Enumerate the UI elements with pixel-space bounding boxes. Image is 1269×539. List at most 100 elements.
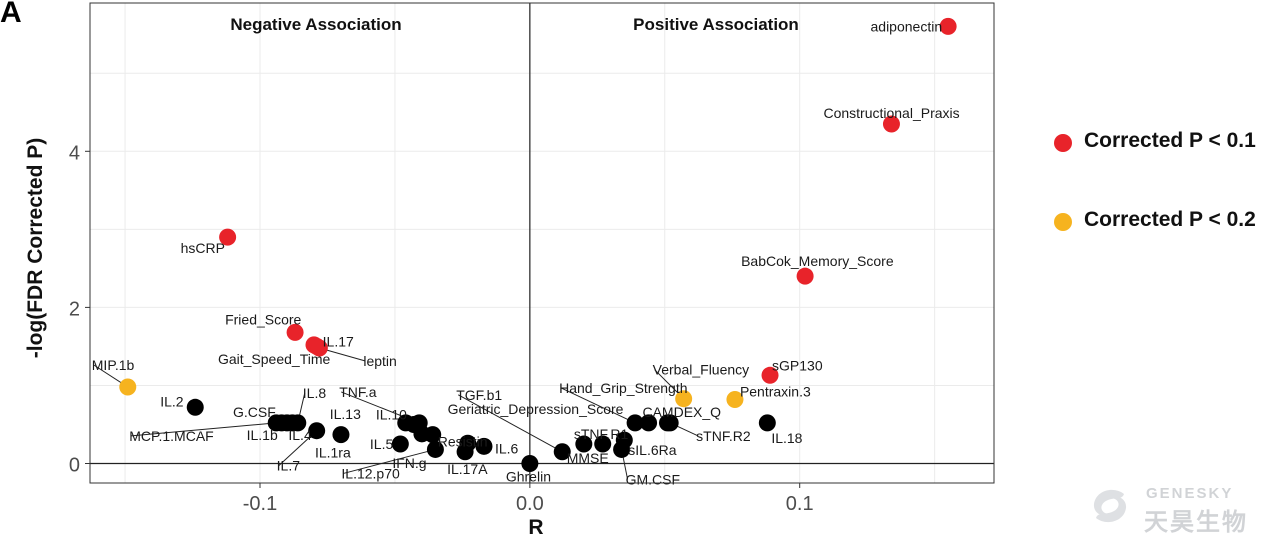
legend-swatch-orange bbox=[1054, 213, 1072, 231]
leader-line bbox=[457, 394, 563, 453]
point-label: IL.1b bbox=[247, 427, 278, 443]
data-point bbox=[119, 378, 137, 396]
point-label: IL.17A bbox=[447, 461, 488, 477]
data-point bbox=[939, 17, 957, 35]
data-point bbox=[286, 323, 304, 341]
point-label: IL.10 bbox=[376, 406, 407, 422]
swirl-logo-icon bbox=[1093, 489, 1127, 523]
watermark-brand-cn: 天昊生物 bbox=[1144, 508, 1248, 536]
leader-line bbox=[343, 448, 436, 474]
point-label: IL.7 bbox=[277, 458, 301, 474]
legend-label: Corrected P < 0.2 bbox=[1084, 208, 1256, 231]
label-leader-lines bbox=[93, 347, 699, 480]
y-tick-label: 2 bbox=[69, 298, 80, 320]
panel-letter: A bbox=[0, 0, 22, 29]
data-point bbox=[626, 414, 644, 432]
watermark-brand-en: GENESKY bbox=[1146, 485, 1234, 502]
data-point bbox=[675, 390, 693, 408]
leader-line bbox=[131, 422, 277, 437]
point-label: IL.8 bbox=[303, 385, 327, 401]
data-point bbox=[761, 366, 779, 384]
x-tick-label: 0.1 bbox=[786, 493, 814, 515]
y-axis-label: -log(FDR Corrected P) bbox=[24, 138, 47, 359]
data-point bbox=[310, 339, 328, 357]
data-point bbox=[186, 398, 204, 416]
point-label: MIP.1b bbox=[92, 357, 135, 373]
plot-background bbox=[90, 3, 994, 483]
legend-label: Corrected P < 0.1 bbox=[1084, 129, 1256, 152]
point-label: G.CSF bbox=[233, 404, 276, 420]
point-label: adiponectin bbox=[871, 18, 943, 34]
data-point bbox=[613, 440, 631, 458]
axis-ticks: -0.1 0.0 0.1 0 2 4 bbox=[69, 142, 814, 515]
data-point bbox=[424, 426, 442, 444]
point-label: IL.4 bbox=[288, 427, 312, 443]
point-label: Hand_Grip_Strength bbox=[559, 380, 687, 396]
point-label: IFN.g bbox=[392, 455, 426, 471]
data-point bbox=[661, 414, 679, 432]
point-label: Gait_Speed_Time bbox=[218, 351, 331, 367]
leader-line bbox=[278, 430, 318, 467]
watermark: GENESKY 天昊生物 bbox=[1088, 482, 1258, 536]
point-label: IL.1ra bbox=[315, 445, 351, 461]
region-labels: Negative Association Positive Associatio… bbox=[230, 15, 798, 34]
point-label: Fried_Score bbox=[225, 311, 301, 327]
data-point bbox=[594, 435, 612, 453]
region-label-negative: Negative Association bbox=[230, 15, 401, 34]
point-label: GM.CSF bbox=[626, 471, 680, 487]
x-axis-label: R bbox=[528, 516, 543, 539]
point-label: leptin bbox=[363, 353, 396, 369]
data-point bbox=[283, 414, 301, 432]
point-label: Ghrelin bbox=[506, 468, 551, 484]
data-point bbox=[882, 115, 900, 133]
point-label: sTNF.R2 bbox=[696, 428, 751, 444]
point-label: IL.6 bbox=[495, 440, 519, 456]
data-point bbox=[726, 390, 744, 408]
data-point bbox=[575, 435, 593, 453]
point-label: IL.13 bbox=[330, 406, 361, 422]
data-point bbox=[521, 454, 539, 472]
data-point bbox=[332, 426, 350, 444]
point-label: MMSE bbox=[567, 450, 609, 466]
data-point bbox=[459, 434, 477, 452]
region-label-positive: Positive Association bbox=[633, 15, 799, 34]
point-label: TNF.a bbox=[339, 384, 377, 400]
data-point bbox=[553, 443, 571, 461]
data-point bbox=[426, 440, 444, 458]
point-label: BabCok_Memory_Score bbox=[741, 253, 894, 269]
point-label: Verbal_Fluency bbox=[653, 362, 750, 378]
point-label: Pentraxin.3 bbox=[740, 383, 811, 399]
data-point bbox=[796, 267, 814, 285]
x-tick-label: 0.0 bbox=[516, 493, 544, 515]
y-tick-label: 4 bbox=[69, 142, 80, 164]
point-label: TGF.b1 bbox=[456, 387, 502, 403]
y-tick-label: 0 bbox=[69, 454, 80, 476]
data-point bbox=[219, 228, 237, 246]
point-label: IL.17 bbox=[323, 333, 354, 349]
x-tick-label: -0.1 bbox=[243, 493, 277, 515]
leader-line bbox=[560, 387, 636, 424]
point-label: IL.18 bbox=[771, 430, 802, 446]
point-label: Constructional_Praxis bbox=[823, 105, 959, 121]
legend-swatch-red bbox=[1054, 134, 1072, 152]
data-points bbox=[119, 17, 957, 472]
point-labels: adiponectin Constructional_Praxis BabCok_M… bbox=[92, 18, 960, 487]
point-label: sGP130 bbox=[772, 357, 823, 373]
data-point bbox=[475, 437, 493, 455]
plot-border bbox=[89, 2, 995, 484]
point-label: MCP.1.MCAF bbox=[129, 428, 214, 444]
point-label: sIL.6Ra bbox=[628, 442, 676, 458]
point-label: CAMDEX_Q bbox=[642, 404, 721, 420]
data-point bbox=[758, 414, 776, 432]
data-point bbox=[308, 422, 326, 440]
reference-lines bbox=[90, 3, 994, 483]
point-label: hsCRP bbox=[181, 240, 225, 256]
point-label: IL.5 bbox=[370, 436, 394, 452]
data-point bbox=[391, 435, 409, 453]
data-point bbox=[640, 414, 658, 432]
point-label: IL.2 bbox=[160, 393, 184, 409]
point-label: Resistin bbox=[438, 434, 488, 450]
point-label: sTNF.R1 bbox=[574, 426, 629, 442]
point-label: IL.12.p70 bbox=[341, 465, 400, 481]
